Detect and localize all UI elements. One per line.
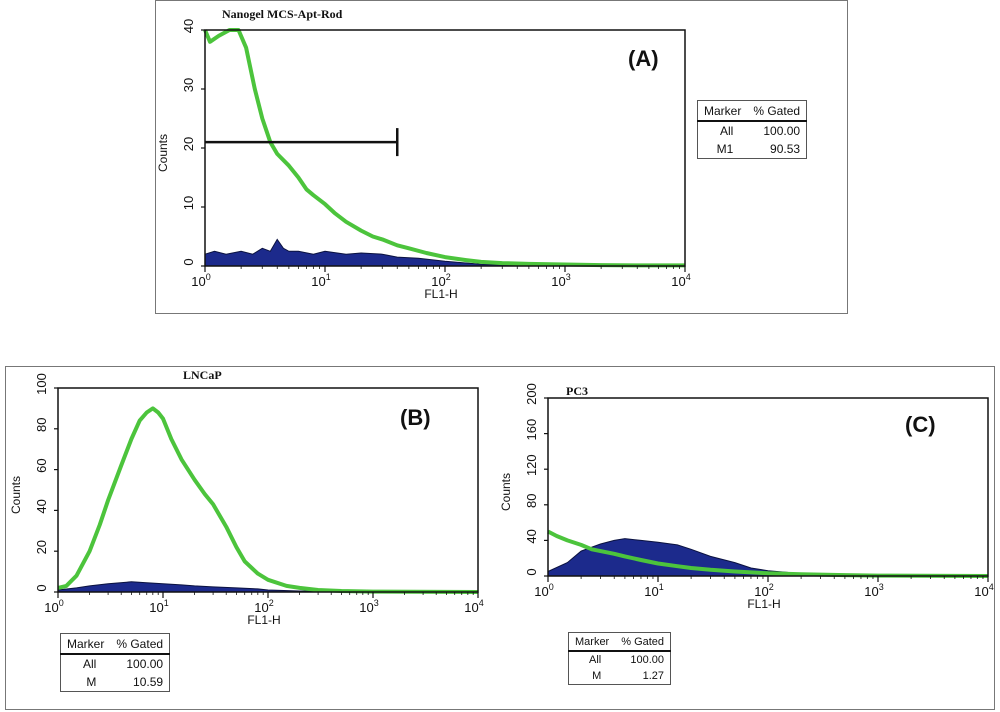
x-tick-label: 101 bbox=[311, 272, 330, 289]
x-tick-label: 104 bbox=[974, 582, 993, 599]
control-histogram-area-b bbox=[57, 581, 479, 593]
y-tick-label: 30 bbox=[181, 78, 196, 92]
y-tick-label: 120 bbox=[524, 454, 539, 476]
marker-header: Marker bbox=[697, 100, 748, 122]
y-tick-label: 100 bbox=[34, 373, 49, 395]
control-histogram-area-a bbox=[204, 238, 686, 267]
panel-label: (B) bbox=[400, 405, 431, 430]
gated-header: % Gated bbox=[110, 633, 170, 655]
marker-table-b: Marker % Gated All 100.00 M 10.59 bbox=[60, 633, 171, 692]
gated-value: 100.00 bbox=[126, 657, 164, 671]
marker-table-c: Marker % Gated All 100.00 M 1.27 bbox=[568, 632, 672, 685]
y-tick-label: 200 bbox=[524, 383, 539, 405]
marker-name: All bbox=[720, 124, 734, 138]
y-tick-label: 40 bbox=[34, 499, 49, 513]
x-tick-label: 101 bbox=[149, 598, 168, 615]
marker-name: M bbox=[592, 670, 602, 682]
table-row: All 100.00 bbox=[698, 121, 807, 140]
y-tick-label: 20 bbox=[34, 540, 49, 554]
sample-histogram-line-c bbox=[547, 529, 989, 578]
y-tick-label: 80 bbox=[34, 418, 49, 432]
gated-value: 100.00 bbox=[763, 124, 801, 138]
x-axis-title: FL1-H bbox=[247, 613, 280, 627]
x-tick-label: 103 bbox=[551, 272, 570, 289]
table-row: All 100.00 bbox=[569, 651, 671, 668]
x-tick-label: 100 bbox=[534, 582, 553, 599]
y-tick-label: 0 bbox=[34, 584, 49, 591]
y-tick-label: 160 bbox=[524, 419, 539, 441]
y-tick-label: 40 bbox=[181, 19, 196, 33]
marker-header: Marker bbox=[568, 632, 616, 652]
control-histogram-area-c bbox=[547, 538, 989, 577]
y-tick-label: 80 bbox=[524, 494, 539, 508]
marker-name: All bbox=[589, 654, 602, 666]
plot-title: Nanogel MCS-Apt-Rod bbox=[222, 7, 343, 21]
y-axis-title: Counts bbox=[156, 134, 170, 172]
marker-header: Marker bbox=[60, 633, 111, 655]
gated-header: % Gated bbox=[747, 100, 807, 122]
x-axis-title: FL1-H bbox=[424, 287, 457, 301]
y-tick-label: 10 bbox=[181, 196, 196, 210]
table-row: M1 90.53 bbox=[698, 140, 807, 159]
table-row: M 1.27 bbox=[569, 668, 671, 685]
gated-header: % Gated bbox=[615, 632, 671, 652]
y-tick-label: 40 bbox=[524, 529, 539, 543]
y-tick-label: 0 bbox=[181, 258, 196, 265]
gated-value: 100.00 bbox=[630, 654, 665, 666]
y-axis-title: Counts bbox=[499, 473, 513, 511]
panel-label: (C) bbox=[905, 412, 936, 437]
x-tick-label: 103 bbox=[864, 582, 883, 599]
gated-value: 10.59 bbox=[133, 675, 164, 689]
table-row: M 10.59 bbox=[61, 673, 170, 692]
plot-frame-a bbox=[204, 29, 686, 267]
gated-value: 90.53 bbox=[770, 142, 801, 156]
y-tick-label: 0 bbox=[524, 568, 539, 575]
sample-histogram-line-a bbox=[203, 28, 685, 268]
sample-histogram-line-b bbox=[57, 406, 479, 594]
x-tick-label: 100 bbox=[44, 598, 63, 615]
x-tick-label: 102 bbox=[754, 582, 773, 599]
plot-title: PC3 bbox=[566, 384, 588, 398]
y-axis-title: Counts bbox=[9, 476, 23, 514]
x-tick-label: 104 bbox=[671, 272, 690, 289]
x-tick-label: 104 bbox=[464, 598, 483, 615]
marker-name: M bbox=[86, 675, 97, 689]
x-tick-label: 102 bbox=[254, 598, 273, 615]
table-row: All 100.00 bbox=[61, 654, 170, 673]
marker-name: M1 bbox=[716, 142, 734, 156]
y-tick-label: 60 bbox=[34, 458, 49, 472]
x-tick-label: 102 bbox=[431, 272, 450, 289]
panel-label: (A) bbox=[628, 46, 659, 71]
gated-value: 1.27 bbox=[642, 670, 665, 682]
x-axis-title: FL1-H bbox=[747, 597, 780, 611]
x-tick-label: 103 bbox=[359, 598, 378, 615]
x-tick-label: 100 bbox=[191, 272, 210, 289]
marker-name: All bbox=[83, 657, 97, 671]
plot-title: LNCaP bbox=[183, 368, 222, 382]
x-tick-label: 101 bbox=[644, 582, 663, 599]
marker-table-a: Marker % Gated All 100.00 M1 90.53 bbox=[697, 100, 808, 159]
y-tick-label: 20 bbox=[181, 137, 196, 151]
